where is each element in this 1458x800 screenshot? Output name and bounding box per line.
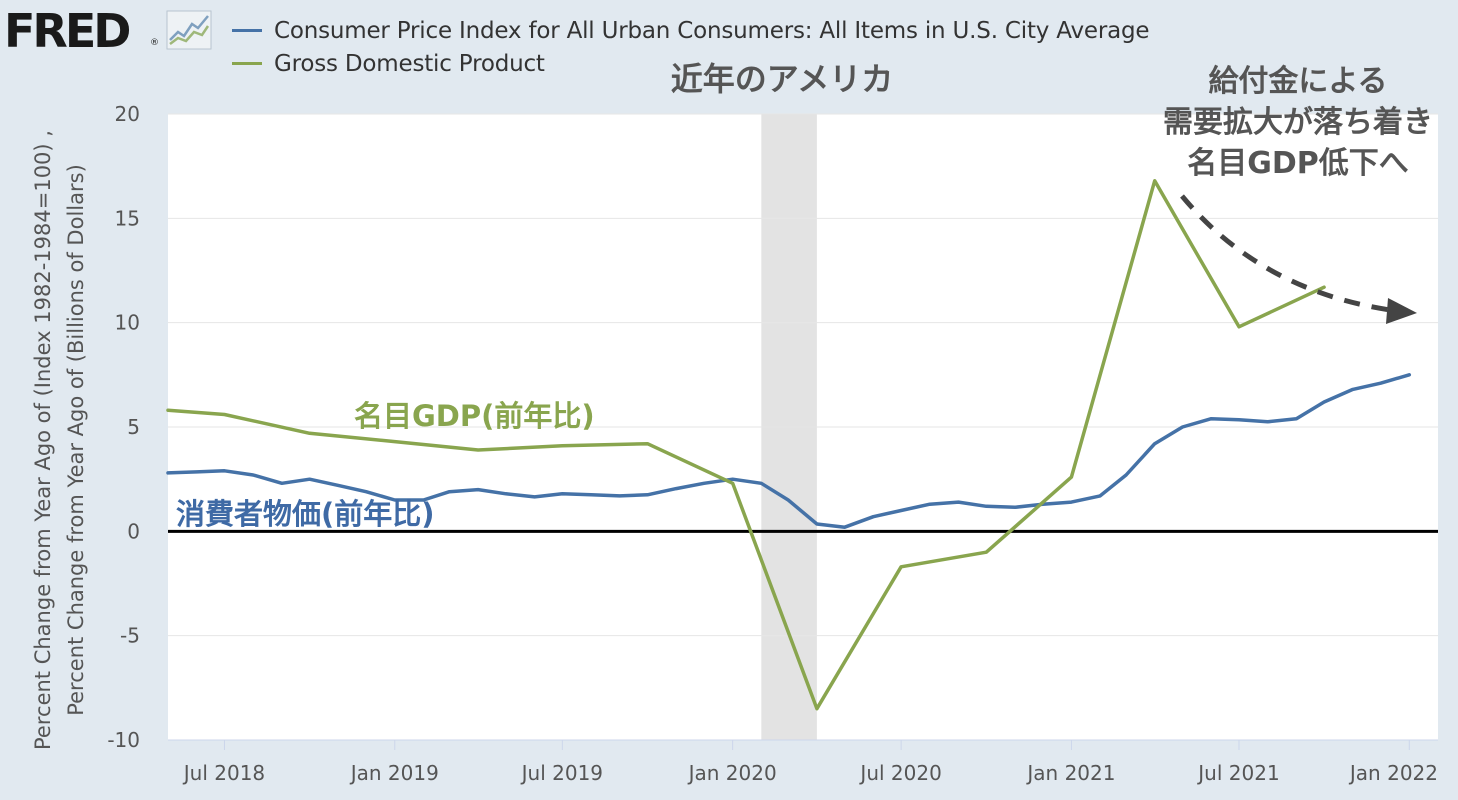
- y-tick-label: 0: [127, 519, 140, 543]
- y-tick-label: -10: [107, 728, 140, 752]
- legend-label-gdp: Gross Domestic Product: [274, 50, 545, 77]
- x-tick-label: Jan 2021: [1025, 761, 1115, 785]
- note-line-1: 給付金による: [1208, 64, 1387, 99]
- chart-legend: Consumer Price Index for All Urban Consu…: [232, 14, 1150, 80]
- line-chart-icon: [166, 10, 212, 50]
- legend-item-cpi[interactable]: Consumer Price Index for All Urban Consu…: [232, 14, 1150, 47]
- x-tick-label: Jul 2019: [520, 761, 603, 785]
- legend-swatch-cpi: [232, 29, 262, 32]
- note-line-3: 名目GDP低下へ: [1187, 146, 1409, 181]
- cpi-series-annotation: 消費者物価(前年比): [176, 497, 435, 531]
- x-tick-label: Jan 2019: [349, 761, 439, 785]
- trend-arrow-head: [1386, 298, 1417, 324]
- x-tick-label: Jul 2020: [858, 761, 941, 785]
- y-tick-label: 10: [115, 311, 140, 335]
- x-tick-label: Jul 2021: [1196, 761, 1279, 785]
- chart-annotation-title: 近年のアメリカ: [671, 60, 893, 98]
- y-tick-label: 20: [115, 102, 140, 126]
- legend-swatch-gdp: [232, 62, 262, 65]
- legend-label-cpi: Consumer Price Index for All Urban Consu…: [274, 17, 1150, 44]
- trend-arrow-line: [1180, 194, 1391, 313]
- x-tick-label: Jul 2018: [182, 761, 265, 785]
- gdp-series-line[interactable]: [166, 179, 1326, 711]
- legend-item-gdp[interactable]: Gross Domestic Product: [232, 47, 1149, 80]
- registered-mark: ®: [150, 38, 159, 48]
- note-line-2: 需要拡大が落ち着き: [1163, 105, 1433, 140]
- x-tick-label: Jan 2022: [1348, 761, 1438, 785]
- y-tick-label: 15: [115, 206, 140, 230]
- fred-logo[interactable]: FRED: [4, 4, 131, 58]
- gdp-series-annotation: 名目GDP(前年比): [354, 399, 595, 433]
- cpi-series-line[interactable]: [166, 373, 1412, 529]
- y-tick-label: 5: [127, 415, 140, 439]
- y-tick-label: -5: [120, 624, 140, 648]
- x-tick-label: Jan 2020: [687, 761, 777, 785]
